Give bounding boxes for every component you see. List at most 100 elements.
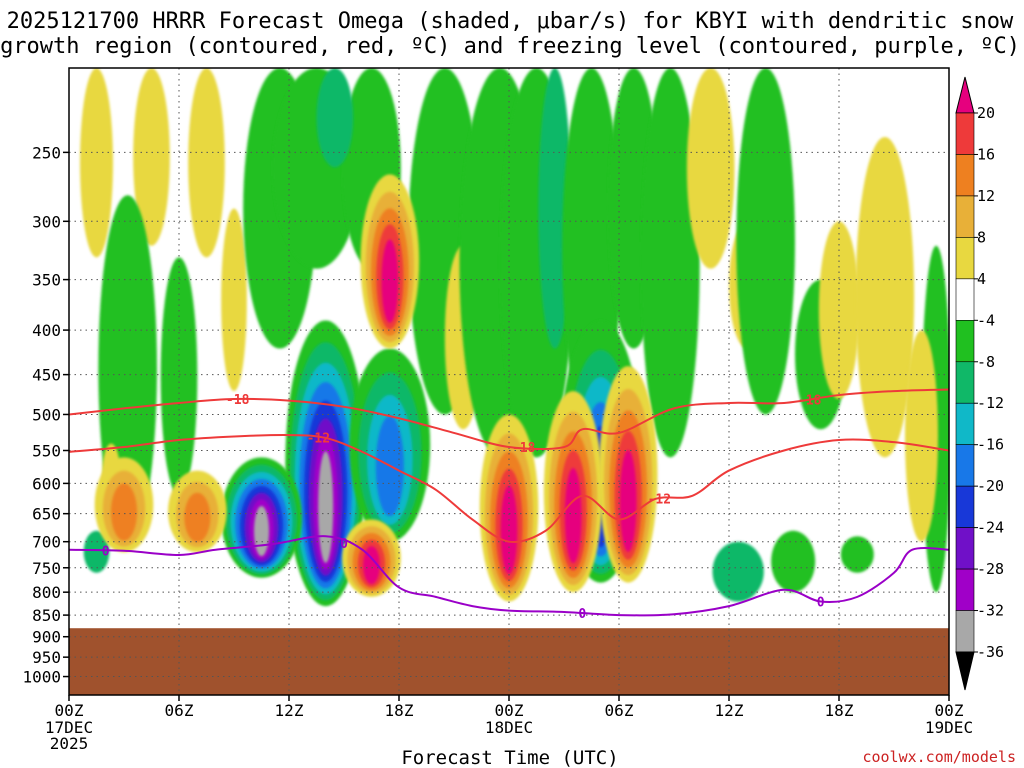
y-tick-label-350: 350 [32, 271, 61, 290]
colorbar-label-7: -12 [977, 394, 1004, 412]
y-tick-label-800: 800 [32, 583, 61, 602]
omega-feature-descent-core-lower-level-4 [363, 546, 380, 585]
colorbar-label-11: -28 [977, 560, 1004, 578]
y-tick-label-750: 750 [32, 559, 61, 578]
omega-shading [80, 68, 949, 607]
y-tick-label-900: 900 [32, 628, 61, 647]
colorbar-label-10: -24 [977, 519, 1004, 537]
colorbar-label-5: -4 [977, 311, 995, 329]
contour-minus12-label-0: -12 [307, 431, 330, 446]
colorbar-label-1: 16 [977, 145, 995, 163]
y-tick-label-1000: 1000 [22, 668, 61, 687]
colorbar-segment-10 [955, 527, 975, 570]
contour-freezing-level [69, 535, 949, 617]
contour-minus12-label-1: -12 [648, 493, 671, 508]
x-tick-date-24: 18DEC [485, 718, 533, 737]
y-tick-label-400: 400 [32, 321, 61, 340]
omega-streak-28 [712, 541, 764, 602]
y-tick-label-700: 700 [32, 533, 61, 552]
omega-streak-9 [316, 68, 354, 168]
y-tick-label-650: 650 [32, 505, 61, 524]
contour-lines: -18 -18 -18 -12 -12 0 0 0 0 [69, 388, 949, 622]
x-tick-date-0: 17DEC [45, 718, 93, 737]
x-tick-date-48: 19DEC [925, 718, 973, 737]
contour-freezing-level-label-2: 0 [578, 607, 586, 622]
omega-streak-2 [188, 68, 225, 258]
omega-feature-descent-band-a-level-4 [500, 485, 518, 575]
omega-streak-25 [905, 330, 938, 542]
omega-feature-descent-band-b-level-4 [564, 468, 582, 564]
y-tick-label-850: 850 [32, 606, 61, 625]
contour-freezing-level-label-0: 0 [102, 544, 110, 559]
terrain-surface [69, 628, 949, 695]
colorbar-label-6: -8 [977, 353, 995, 371]
x-axis-label: Forecast Time (UTC) [401, 747, 618, 768]
x-tick-label-24: 00Z [495, 701, 524, 720]
omega-streak-20 [736, 68, 796, 415]
x-tick-label-30: 06Z [605, 701, 634, 720]
colorbar-arrow-bottom [955, 651, 975, 691]
colorbar-segment-11 [955, 568, 975, 611]
colorbar-segment-12 [955, 610, 975, 653]
colorbar-segment-6 [955, 361, 975, 404]
colorbar-label-2: 12 [977, 187, 995, 205]
colorbar-segment-3 [955, 237, 975, 280]
chart-title-line2: growth region (contoured, red, ºC) and f… [0, 34, 1020, 59]
omega-streak-0 [80, 68, 113, 258]
omega-feature-descent-core-upper-level-4 [381, 239, 399, 323]
omega-streak-17 [641, 68, 700, 458]
x-tick-label-42: 18Z [825, 701, 854, 720]
contour-minus18 [69, 388, 949, 451]
colorbar-label-3: 8 [977, 228, 986, 246]
colorbar-label-8: -16 [977, 436, 1004, 454]
colorbar-segment-0 [955, 112, 975, 155]
colorbar-segment-5 [955, 320, 975, 363]
colorbar-segment-8 [955, 444, 975, 487]
omega-streak-27 [840, 536, 874, 573]
contour-minus12 [69, 434, 949, 544]
x-tick-label-12: 12Z [275, 701, 304, 720]
omega-streak-18 [686, 68, 735, 269]
omega-streak-5 [221, 208, 247, 392]
x-tick-label-18: 18Z [385, 701, 414, 720]
x-tick-year-0: 2025 [50, 734, 89, 753]
contour-minus18-label-0: -18 [226, 393, 250, 408]
colorbar-label-9: -20 [977, 477, 1004, 495]
x-tick-label-6: 06Z [165, 701, 194, 720]
colorbar-segment-4 [955, 278, 975, 321]
omega-feature-descent-weak-mid-level-2 [184, 492, 211, 542]
x-tick-label-36: 12Z [715, 701, 744, 720]
colorbar-arrow-top [955, 76, 975, 114]
x-tick-label-0: 00Z [55, 701, 84, 720]
colorbar-segment-1 [955, 154, 975, 197]
y-tick-label-250: 250 [32, 143, 61, 162]
y-tick-label-300: 300 [32, 212, 61, 231]
omega-feature-descent-weak-early-level-2 [110, 483, 138, 541]
x-tick-label-48: 00Z [935, 701, 964, 720]
contour-freezing-level-label-3: 0 [817, 596, 825, 611]
colorbar-label-13: -36 [977, 643, 1004, 661]
contour-minus18-label-1: -18 [512, 441, 536, 456]
chart-title-line1: 2025121700 HRRR Forecast Omega (shaded, … [7, 9, 1014, 34]
colorbar: 20 16 12 8 4 -4 -8 -12 -16 -20 -24 -28 -32 -36 [955, 76, 1004, 691]
colorbar-segment-7 [955, 402, 975, 445]
colorbar-label-12: -32 [977, 602, 1004, 620]
y-tick-label-550: 550 [32, 442, 61, 461]
contour-freezing-level-label-1: 0 [340, 537, 348, 552]
colorbar-label-4: 4 [977, 270, 986, 288]
contour-minus18-label-2: -18 [798, 393, 822, 408]
y-tick-label-950: 950 [32, 648, 61, 667]
omega-streak-26 [771, 530, 816, 593]
omega-feature-descent-band-c-level-4 [619, 450, 637, 552]
credit-text: coolwx.com/models [862, 748, 1016, 766]
y-tick-label-600: 600 [32, 474, 61, 493]
y-tick-label-500: 500 [32, 405, 61, 424]
colorbar-segment-2 [955, 195, 975, 238]
y-tick-label-450: 450 [32, 366, 61, 385]
y-axis: 250 300 350 400 450 500 550 600 650 700 750 800 850 9… [22, 143, 69, 687]
omega-streak-23 [855, 136, 915, 458]
omega-feature-ascent-core-secondary-level-7 [253, 505, 270, 557]
colorbar-label-0: 20 [977, 104, 995, 122]
